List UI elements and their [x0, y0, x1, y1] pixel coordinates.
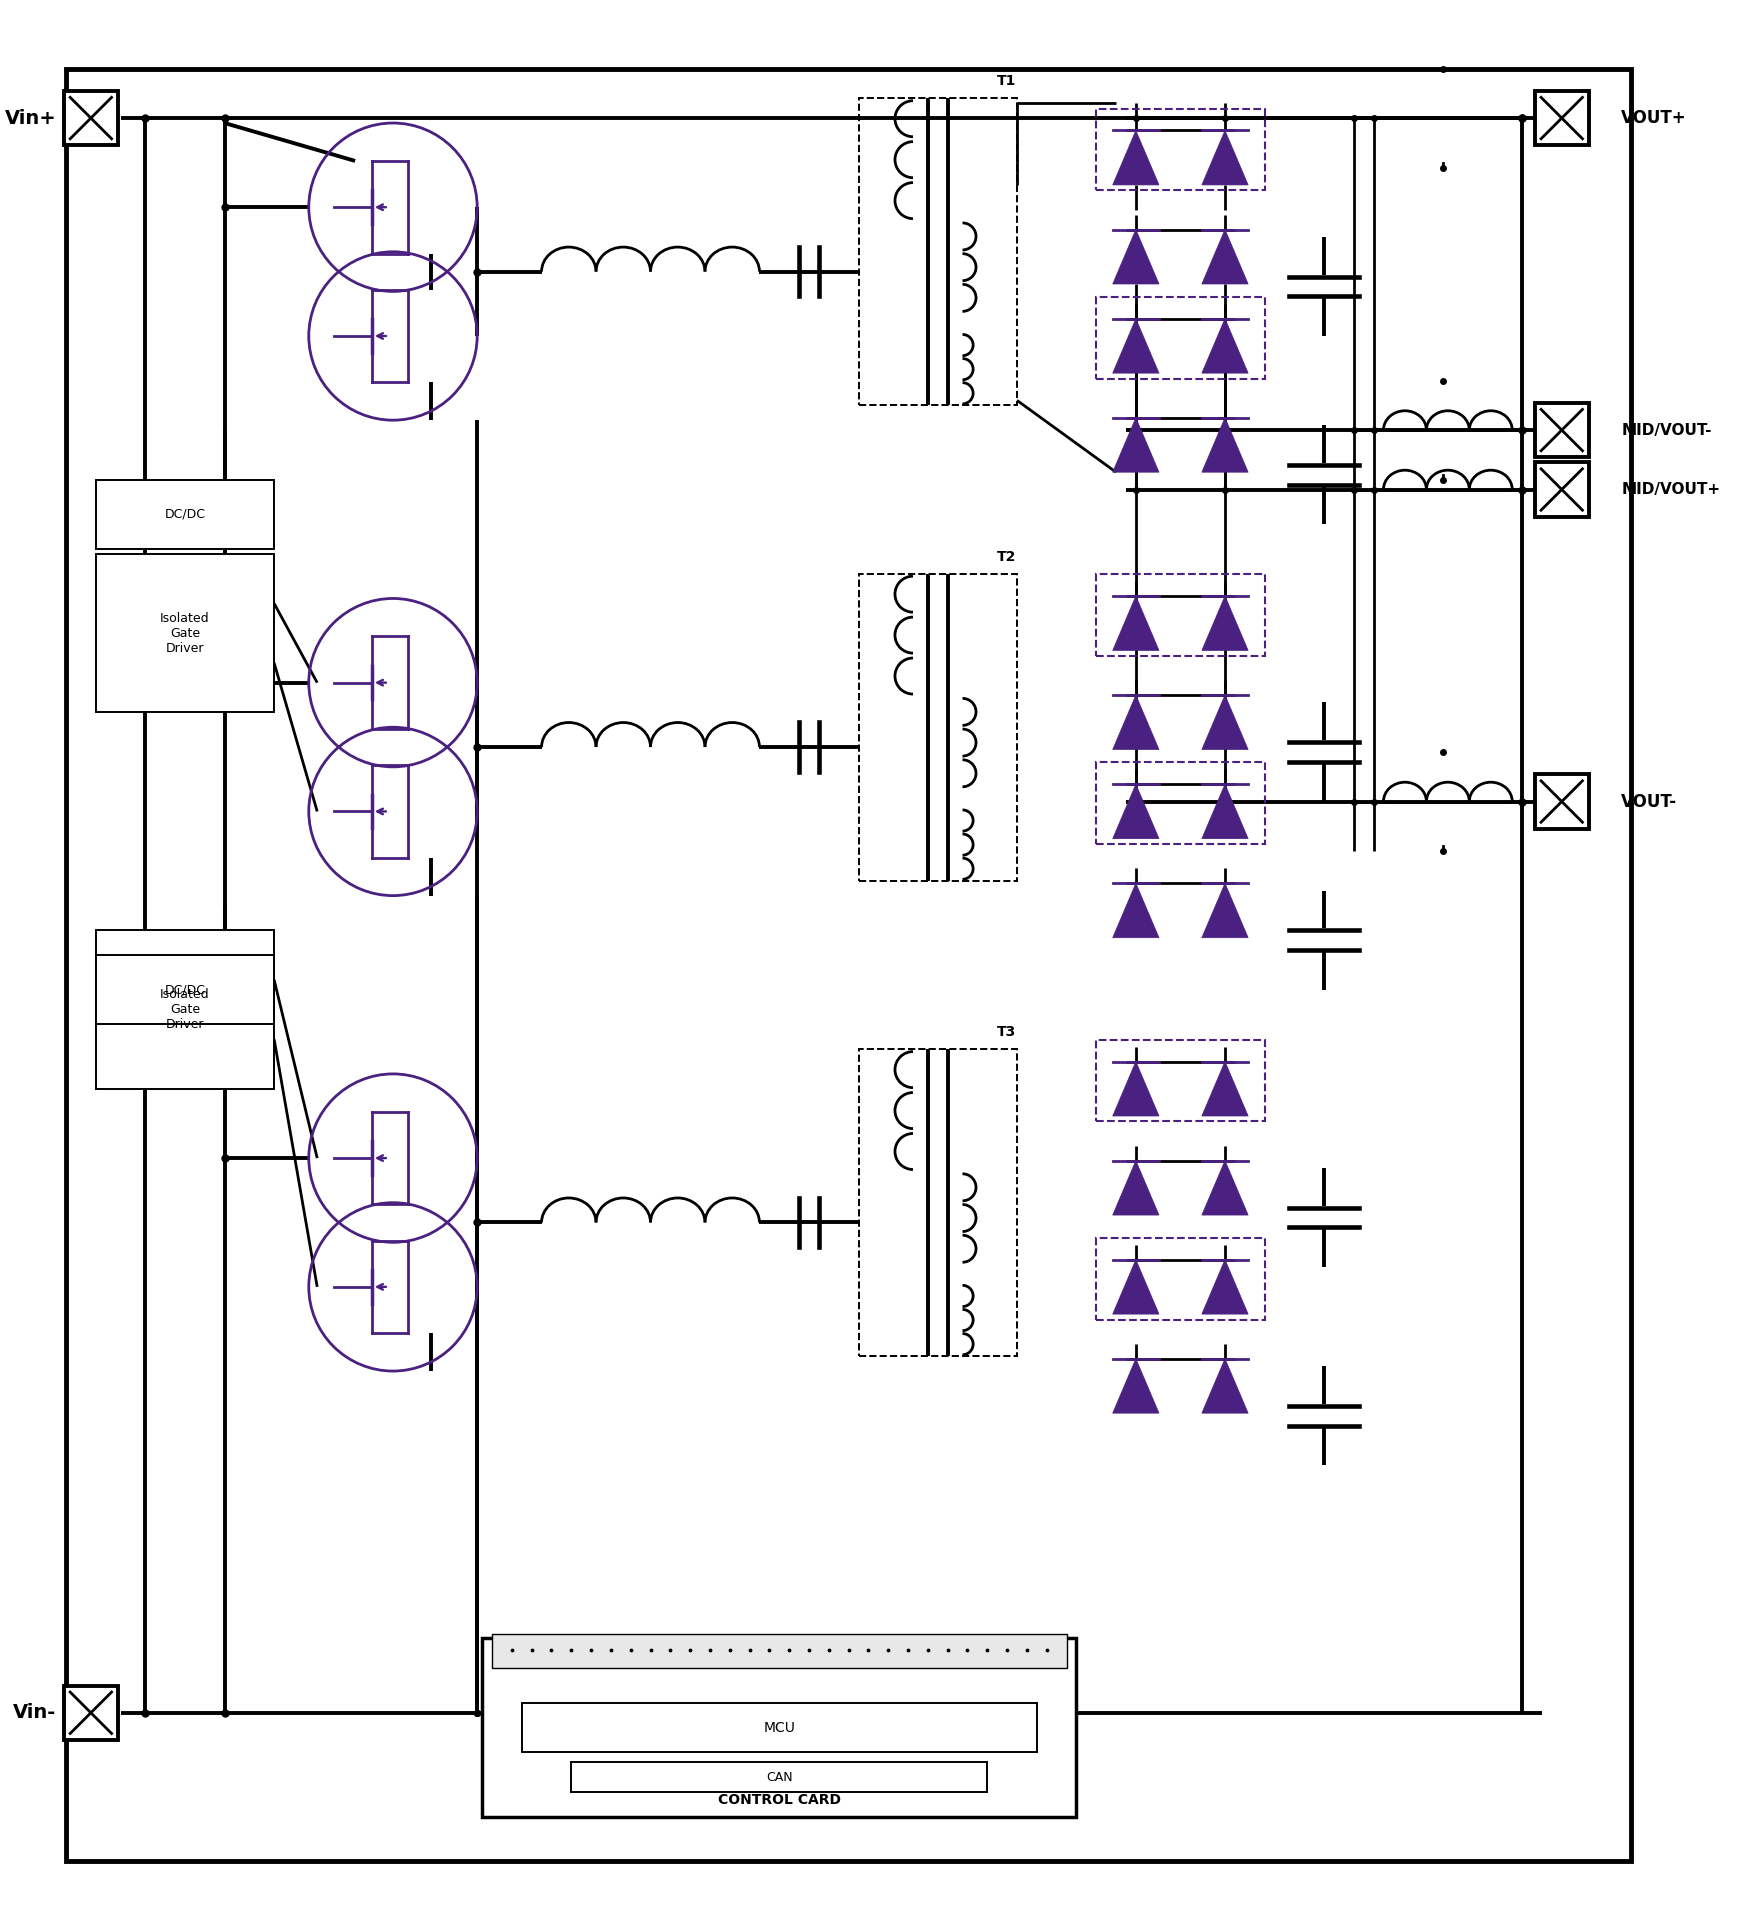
Polygon shape	[1201, 1260, 1248, 1313]
Polygon shape	[1112, 695, 1159, 749]
Bar	[96, 931, 274, 1089]
Text: CAN: CAN	[766, 1770, 793, 1784]
Polygon shape	[1201, 419, 1248, 472]
Polygon shape	[1201, 783, 1248, 839]
Polygon shape	[1201, 230, 1248, 284]
Bar	[482, 1638, 1077, 1816]
Text: T2: T2	[997, 549, 1016, 564]
Bar	[1096, 1238, 1264, 1319]
Bar	[1096, 574, 1264, 657]
Bar	[96, 954, 274, 1025]
Bar	[1535, 403, 1589, 457]
Polygon shape	[1112, 783, 1159, 839]
Text: CONTROL CARD: CONTROL CARD	[718, 1793, 842, 1807]
Bar	[96, 553, 274, 712]
Bar	[1096, 298, 1264, 378]
Polygon shape	[1112, 131, 1159, 184]
Text: VOUT-: VOUT-	[1622, 793, 1678, 810]
Bar	[1535, 463, 1589, 516]
Bar	[1096, 109, 1264, 190]
Text: Vin-: Vin-	[12, 1703, 56, 1722]
Text: DC/DC: DC/DC	[164, 983, 206, 996]
Text: VOUT+: VOUT+	[1622, 109, 1687, 127]
Text: MCU: MCU	[763, 1720, 794, 1734]
Bar	[859, 98, 1016, 405]
Polygon shape	[1201, 1160, 1248, 1215]
Bar	[522, 1703, 1037, 1753]
Text: MID/VOUT-: MID/VOUT-	[1622, 422, 1711, 438]
Polygon shape	[1112, 1260, 1159, 1313]
Polygon shape	[1201, 319, 1248, 372]
Text: MID/VOUT+: MID/VOUT+	[1622, 482, 1720, 497]
Polygon shape	[1112, 319, 1159, 372]
Polygon shape	[1112, 1160, 1159, 1215]
Bar	[63, 1686, 119, 1740]
Bar	[96, 480, 274, 549]
Bar	[1096, 762, 1264, 845]
Polygon shape	[1112, 883, 1159, 937]
Bar	[571, 1763, 986, 1791]
Polygon shape	[1201, 131, 1248, 184]
Polygon shape	[1201, 883, 1248, 937]
Text: Isolated
Gate
Driver: Isolated Gate Driver	[161, 612, 210, 655]
Bar	[1535, 774, 1589, 829]
Polygon shape	[1112, 595, 1159, 651]
Bar	[1096, 1041, 1264, 1121]
Bar	[1535, 90, 1589, 146]
Polygon shape	[1201, 595, 1248, 651]
Polygon shape	[1112, 1359, 1159, 1413]
Polygon shape	[1201, 1359, 1248, 1413]
Polygon shape	[1112, 1062, 1159, 1116]
Polygon shape	[1201, 695, 1248, 749]
Bar	[63, 90, 119, 146]
Polygon shape	[1201, 1062, 1248, 1116]
Text: Isolated
Gate
Driver: Isolated Gate Driver	[161, 989, 210, 1031]
Polygon shape	[1112, 419, 1159, 472]
Bar	[859, 1048, 1016, 1356]
Text: T1: T1	[997, 75, 1016, 88]
Bar	[492, 1634, 1067, 1668]
Text: DC/DC: DC/DC	[164, 507, 206, 520]
Text: T3: T3	[997, 1025, 1016, 1039]
Bar	[859, 574, 1016, 881]
Polygon shape	[1112, 230, 1159, 284]
Text: Vin+: Vin+	[5, 109, 56, 127]
